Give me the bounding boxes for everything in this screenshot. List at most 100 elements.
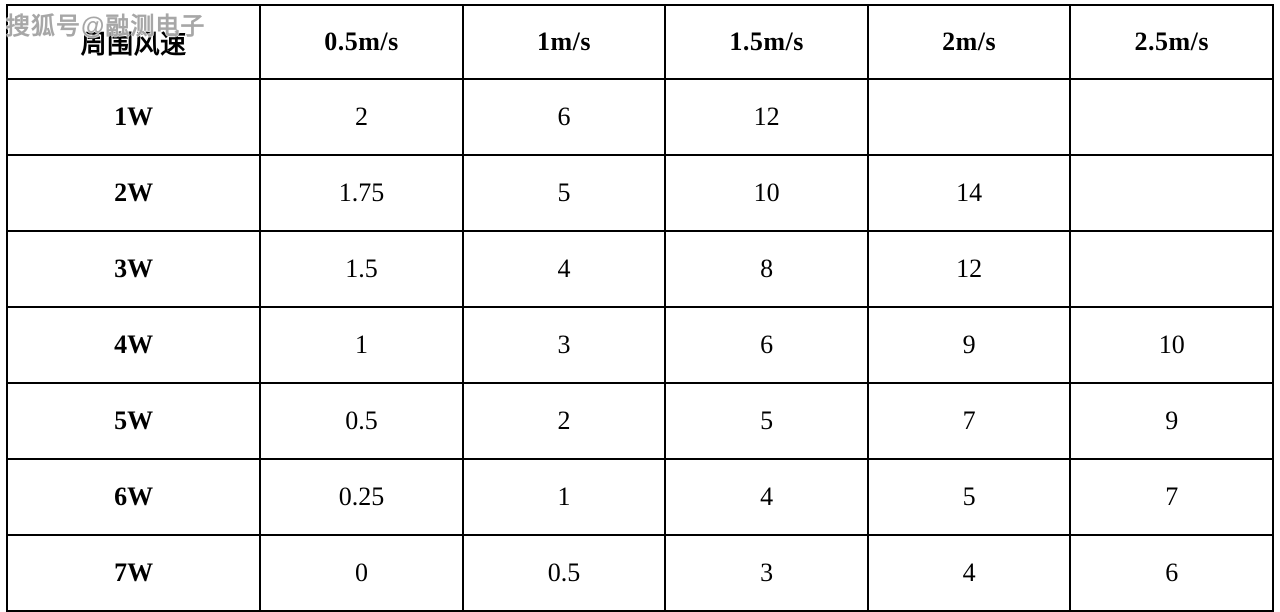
cell-value: 7 [963,406,976,435]
col-header: 0.5m/s [260,5,463,79]
table-row: 7W 0 0.5 3 4 6 [7,535,1273,611]
col-header: 1.5m/s [665,5,868,79]
cell-value: 3 [760,558,773,587]
table-cell: 0.5 [463,535,666,611]
table-cell: 6 [1070,535,1273,611]
cell-value: 4 [760,482,773,511]
cell-value: 10 [1159,330,1185,359]
table-cell: 5 [868,459,1071,535]
col-header-label: 周围风速 [81,30,187,59]
table-row: 2W 1.75 5 10 14 [7,155,1273,231]
col-header-label: 1m/s [537,27,591,56]
table-cell: 4 [665,459,868,535]
table-row: 3W 1.5 4 8 12 [7,231,1273,307]
cell-value: 1.5 [345,254,378,283]
row-header: 1W [7,79,260,155]
cell-value: 1 [558,482,571,511]
cell-value: 0.25 [339,482,385,511]
cell-value: 3 [558,330,571,359]
cell-value: 0.5 [548,558,581,587]
table-cell: 6 [665,307,868,383]
table-cell: 9 [868,307,1071,383]
row-header: 2W [7,155,260,231]
table-cell: 7 [1070,459,1273,535]
cell-value: 0.5 [345,406,378,435]
table-cell: 10 [665,155,868,231]
row-header-label: 7W [114,558,153,587]
row-header-label: 1W [114,102,153,131]
table-cell: 7 [868,383,1071,459]
table-cell: 1.75 [260,155,463,231]
col-header-label: 2.5m/s [1134,27,1209,56]
table-cell: 6 [463,79,666,155]
cell-value: 14 [956,178,982,207]
cell-value: 6 [760,330,773,359]
col-header-label: 2m/s [942,27,996,56]
cell-value: 6 [558,102,571,131]
cell-value: 12 [754,102,780,131]
col-header: 2m/s [868,5,1071,79]
table-cell: 9 [1070,383,1273,459]
col-header: 1m/s [463,5,666,79]
cell-value: 9 [963,330,976,359]
table-cell: 8 [665,231,868,307]
table-cell: 0 [260,535,463,611]
cell-value: 5 [760,406,773,435]
table-cell: 2 [463,383,666,459]
table-cell [1070,231,1273,307]
row-header-label: 3W [114,254,153,283]
page-wrapper: 搜狐号@融测电子 周围风速 0.5m/s 1m/s 1.5m/s 2m/s 2.… [0,0,1280,612]
table-cell [868,79,1071,155]
row-header: 5W [7,383,260,459]
table-cell: 4 [868,535,1071,611]
table-cell: 0.5 [260,383,463,459]
row-header: 4W [7,307,260,383]
table-row: 6W 0.25 1 4 5 7 [7,459,1273,535]
table-header-row: 周围风速 0.5m/s 1m/s 1.5m/s 2m/s 2.5m/s [7,5,1273,79]
table-cell: 12 [665,79,868,155]
cell-value: 8 [760,254,773,283]
table-cell: 1 [260,307,463,383]
row-header: 7W [7,535,260,611]
table-cell: 5 [665,383,868,459]
cell-value: 12 [956,254,982,283]
table-cell: 5 [463,155,666,231]
cell-value: 0 [355,558,368,587]
row-header: 6W [7,459,260,535]
cell-value: 5 [558,178,571,207]
table-cell [1070,155,1273,231]
col-header: 2.5m/s [1070,5,1273,79]
col-header-label: 1.5m/s [729,27,804,56]
table-cell: 14 [868,155,1071,231]
cell-value: 9 [1165,406,1178,435]
table-cell [1070,79,1273,155]
table-cell: 2 [260,79,463,155]
row-header-label: 5W [114,406,153,435]
table-cell: 12 [868,231,1071,307]
cell-value: 2 [558,406,571,435]
table-cell: 0.25 [260,459,463,535]
row-header: 3W [7,231,260,307]
wind-speed-table: 周围风速 0.5m/s 1m/s 1.5m/s 2m/s 2.5m/s 1W 2… [6,4,1274,612]
col-header-corner: 周围风速 [7,5,260,79]
cell-value: 1 [355,330,368,359]
table-cell: 4 [463,231,666,307]
cell-value: 2 [355,102,368,131]
table-cell: 10 [1070,307,1273,383]
row-header-label: 2W [114,178,153,207]
cell-value: 7 [1165,482,1178,511]
table-cell: 3 [463,307,666,383]
cell-value: 6 [1165,558,1178,587]
cell-value: 4 [558,254,571,283]
table-cell: 3 [665,535,868,611]
cell-value: 10 [754,178,780,207]
table-row: 5W 0.5 2 5 7 9 [7,383,1273,459]
row-header-label: 6W [114,482,153,511]
cell-value: 4 [963,558,976,587]
table-cell: 1 [463,459,666,535]
table-row: 1W 2 6 12 [7,79,1273,155]
cell-value: 5 [963,482,976,511]
col-header-label: 0.5m/s [324,27,399,56]
table-cell: 1.5 [260,231,463,307]
cell-value: 1.75 [339,178,385,207]
